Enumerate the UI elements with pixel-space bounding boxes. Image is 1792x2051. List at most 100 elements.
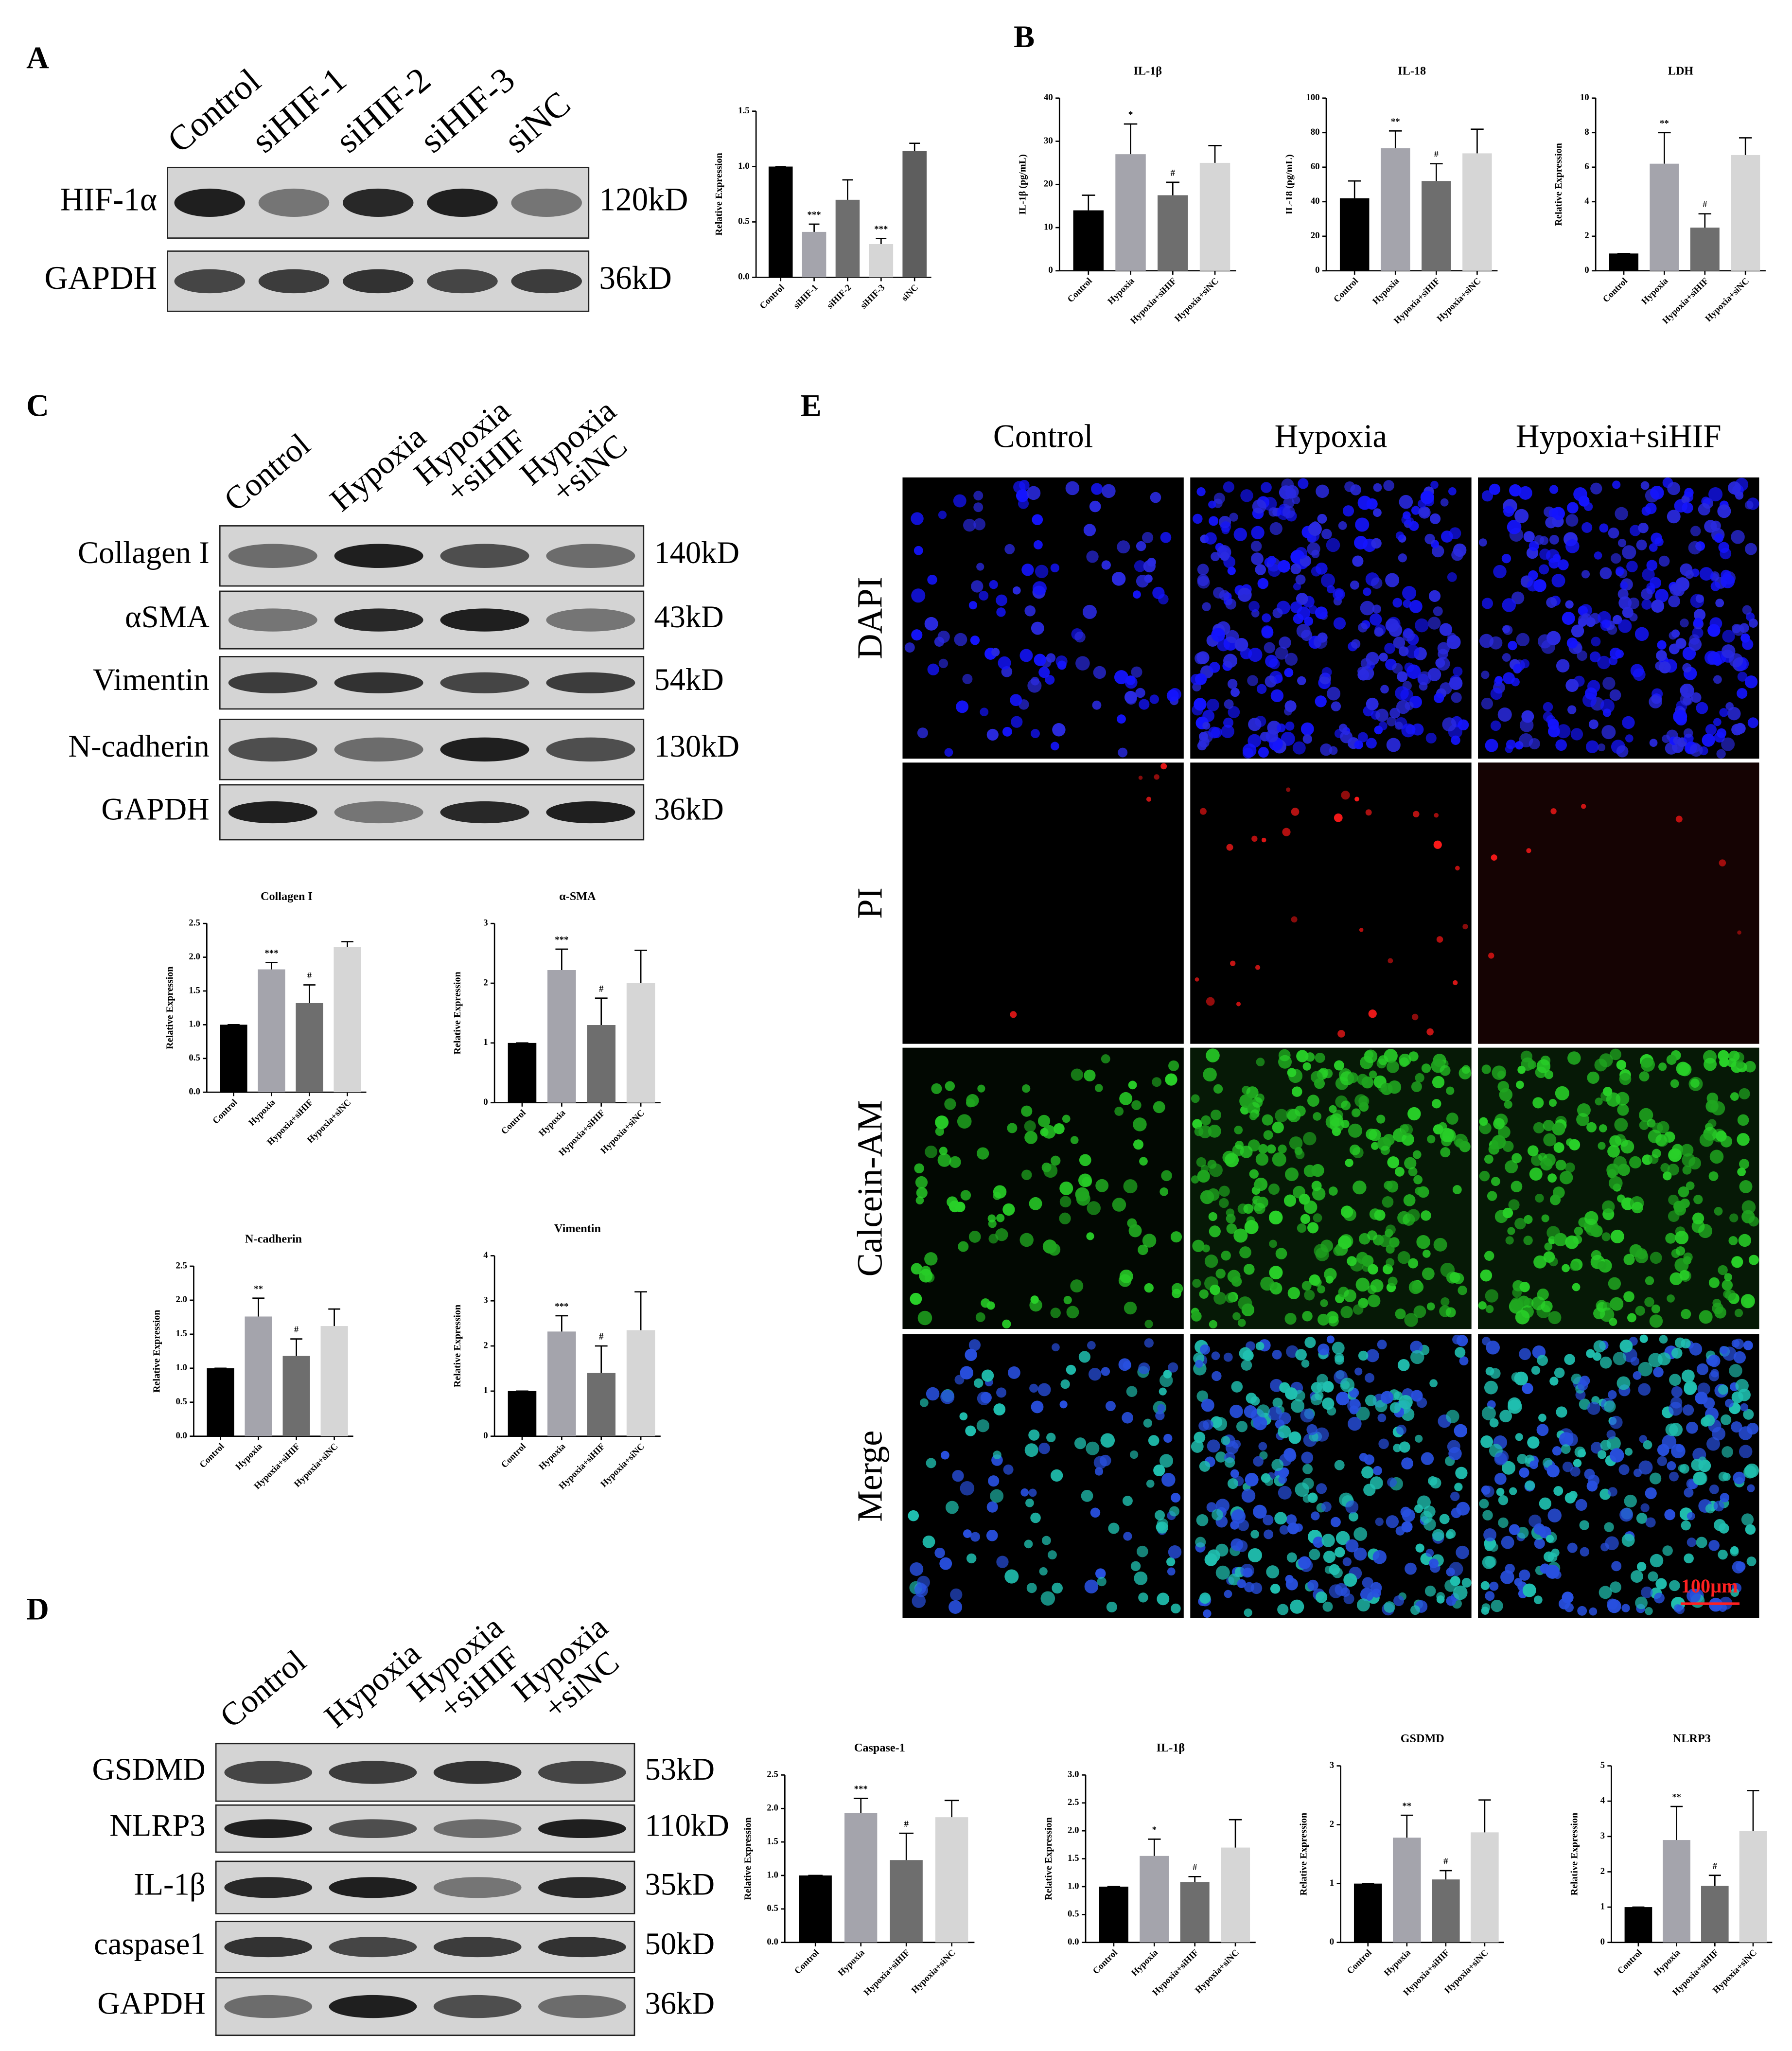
cell xyxy=(1374,1209,1386,1221)
cell xyxy=(1606,1092,1621,1107)
error-bar xyxy=(1478,1799,1491,1833)
cell xyxy=(1696,1363,1709,1376)
cell xyxy=(1345,1539,1359,1553)
cell xyxy=(1724,1273,1733,1281)
cell xyxy=(954,633,967,646)
cell xyxy=(1342,505,1354,517)
cell xyxy=(1669,1149,1680,1160)
cell xyxy=(1683,728,1693,738)
cell xyxy=(1710,520,1721,531)
cell xyxy=(1411,506,1421,515)
cell xyxy=(1095,1568,1106,1579)
cell xyxy=(1738,1234,1752,1247)
blot-band xyxy=(228,737,317,762)
cell xyxy=(1278,1425,1291,1438)
y-tick-label: 4 xyxy=(1600,1796,1605,1806)
cell xyxy=(1264,1529,1274,1539)
cell xyxy=(1211,628,1225,642)
cell xyxy=(1504,1100,1512,1109)
cell xyxy=(1522,1382,1533,1395)
cell xyxy=(1354,740,1363,749)
cell xyxy=(1357,667,1366,676)
cell xyxy=(1168,1060,1179,1071)
cell xyxy=(1252,499,1266,514)
column-label: Hypoxia+siHIF xyxy=(1516,418,1722,454)
cell xyxy=(1370,1279,1384,1292)
cell xyxy=(1220,521,1231,532)
cell xyxy=(1419,682,1428,691)
cell xyxy=(1413,1305,1426,1318)
cell xyxy=(1650,1554,1664,1568)
blot-band xyxy=(546,737,635,762)
cell xyxy=(1074,631,1086,643)
cell xyxy=(1226,630,1239,643)
significance-label: # xyxy=(1434,149,1439,159)
cell xyxy=(1410,1350,1424,1364)
cell xyxy=(1436,657,1450,671)
cell xyxy=(1430,480,1439,489)
cell xyxy=(1689,634,1700,645)
error-bar xyxy=(1747,1790,1759,1831)
error-bar xyxy=(290,1338,302,1356)
cell xyxy=(1665,1423,1678,1436)
cell xyxy=(910,1562,924,1576)
cell xyxy=(1610,1581,1621,1593)
cell xyxy=(1745,1524,1756,1535)
cell xyxy=(1648,1353,1663,1367)
cell xyxy=(1480,1269,1493,1282)
cell xyxy=(934,637,945,647)
blot-band xyxy=(538,1995,626,2018)
cell xyxy=(1642,568,1655,581)
cell xyxy=(1734,1308,1743,1317)
cell xyxy=(1619,1073,1632,1085)
size-label: 53kD xyxy=(645,1751,715,1786)
cell xyxy=(1263,1130,1273,1140)
cell xyxy=(1239,1094,1253,1108)
cell xyxy=(1611,1561,1622,1572)
cell xyxy=(1358,622,1368,633)
cell xyxy=(1478,1301,1487,1310)
cell xyxy=(1668,595,1680,607)
cell xyxy=(1134,560,1146,572)
cell xyxy=(1697,1382,1710,1396)
cell xyxy=(1421,1452,1434,1465)
cell xyxy=(1724,1399,1734,1408)
cell xyxy=(989,580,998,589)
cell xyxy=(1272,1349,1282,1360)
cell xyxy=(1380,1082,1393,1096)
cell xyxy=(1562,1461,1573,1472)
bar xyxy=(1739,1831,1767,1943)
cell xyxy=(911,588,926,603)
cell xyxy=(1377,1414,1387,1422)
micrograph xyxy=(902,762,1184,1044)
cell xyxy=(1255,965,1261,970)
error-bar xyxy=(1166,181,1180,195)
bar xyxy=(935,1817,968,1943)
cell xyxy=(1086,550,1099,563)
cell xyxy=(1191,1094,1200,1103)
cell xyxy=(1226,844,1233,851)
cell xyxy=(1578,605,1588,616)
cell xyxy=(1640,1503,1650,1512)
cell xyxy=(1657,1456,1668,1467)
cell xyxy=(975,1312,985,1322)
cell xyxy=(988,1475,1000,1487)
cell xyxy=(1524,1215,1533,1224)
cell xyxy=(1207,1549,1220,1562)
cell xyxy=(1133,1117,1147,1132)
blot-band xyxy=(228,608,317,632)
cell xyxy=(1497,707,1512,722)
cell xyxy=(1673,584,1685,597)
cell xyxy=(1481,598,1493,609)
cell xyxy=(1736,1060,1745,1069)
cell xyxy=(1680,563,1693,576)
cell xyxy=(1425,732,1437,744)
cell xyxy=(1277,1604,1289,1615)
blot-band xyxy=(546,544,635,568)
cell xyxy=(1055,655,1068,668)
y-tick-label: 2.0 xyxy=(1068,1825,1079,1836)
cell xyxy=(1733,1338,1744,1349)
cell xyxy=(1219,1198,1229,1208)
cell xyxy=(1159,1387,1167,1396)
cell xyxy=(1402,1509,1415,1522)
